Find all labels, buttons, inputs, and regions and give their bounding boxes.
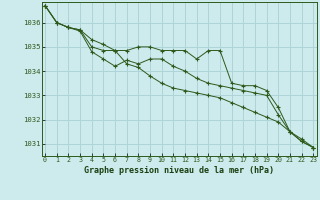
X-axis label: Graphe pression niveau de la mer (hPa): Graphe pression niveau de la mer (hPa) [84, 166, 274, 175]
